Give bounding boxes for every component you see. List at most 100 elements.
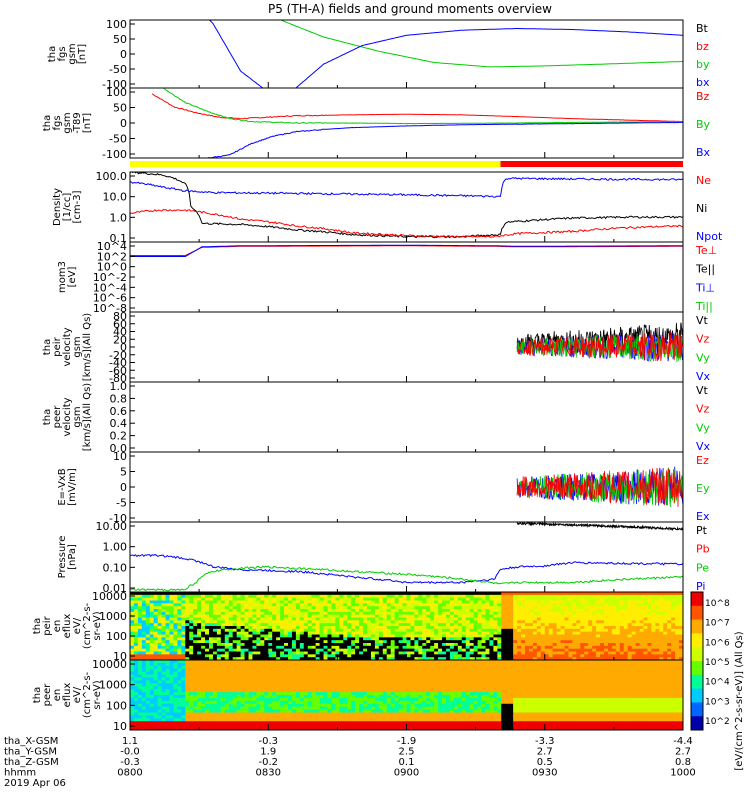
spectrogram-cell — [643, 657, 649, 660]
spectrogram-cell — [228, 686, 234, 690]
spectrogram-cell — [643, 620, 649, 624]
spectrogram-cell — [564, 645, 570, 650]
spectrogram-cell — [540, 620, 546, 624]
spectrogram-cell — [398, 657, 404, 660]
spectrogram-cell — [248, 657, 254, 660]
spectrogram-cell — [165, 609, 171, 613]
spectrogram-cell — [149, 703, 155, 708]
spectrogram-cell — [548, 640, 554, 644]
spectrogram-cell — [351, 600, 356, 604]
spectrogram-cell — [402, 637, 408, 641]
y-axis-label: thafgsgsm[nT] — [47, 43, 88, 64]
spectrogram-cell — [201, 703, 206, 708]
spectrogram-cell — [181, 626, 186, 630]
spectrogram-cell — [133, 600, 139, 604]
spectrogram-cell — [343, 689, 348, 693]
spectrogram-cell — [216, 657, 222, 660]
spectrogram-cell — [367, 623, 372, 627]
spectrogram-cell — [228, 692, 234, 696]
spectrogram-cell — [410, 637, 415, 641]
spectrogram-cell — [505, 600, 510, 604]
spectrogram-cell — [540, 640, 546, 644]
spectrogram-cell — [145, 697, 151, 702]
spectrogram-cell — [588, 597, 593, 602]
spectrogram-cell — [165, 709, 171, 714]
spectrogram-cell — [536, 594, 542, 599]
spectrogram-cell — [299, 651, 305, 655]
spectrogram-cell — [133, 657, 139, 660]
spectrogram-cell — [181, 623, 186, 627]
spectrogram-cell — [544, 592, 550, 596]
spectrogram-cell — [276, 597, 281, 602]
spectrogram-cell — [323, 637, 329, 641]
spectrogram-cell — [205, 692, 210, 696]
spectrogram-cell — [157, 706, 163, 711]
spectrogram-cell — [378, 623, 384, 627]
spectrogram-cell — [611, 648, 617, 653]
spectrogram-cell — [596, 603, 601, 607]
spectrogram-cell — [252, 665, 257, 670]
spectrogram-cell — [592, 614, 597, 619]
spectrogram-cell — [232, 662, 238, 667]
spectrogram-cell — [149, 712, 155, 717]
spectrogram-cell — [442, 609, 447, 613]
spectrogram-cell — [481, 614, 487, 619]
spectrogram-cell — [181, 634, 186, 638]
spectrogram-cell — [284, 692, 289, 696]
spectrogram-cell — [390, 620, 396, 624]
spectrogram-cell — [295, 715, 301, 719]
spectrogram-cell — [560, 611, 566, 616]
spectrogram-cell — [228, 662, 234, 667]
spectrogram-cell — [319, 631, 325, 636]
spectrogram-cell — [568, 626, 573, 630]
spectrogram-cell — [137, 697, 143, 702]
spectrogram-cell — [556, 640, 562, 644]
spectrogram-cell — [209, 611, 214, 616]
spectrogram-cell — [201, 724, 206, 728]
spectrogram-cell — [149, 695, 155, 699]
spectrogram-cell — [276, 643, 281, 647]
spectrogram-cell — [398, 651, 404, 655]
spectrogram-cell — [552, 620, 558, 624]
spectrogram-cell — [280, 668, 285, 673]
spectrogram-cell — [291, 695, 297, 699]
spectrogram-cell — [596, 614, 601, 619]
spectrogram-cell — [169, 617, 175, 621]
spectrogram-cell — [430, 657, 435, 660]
spectrogram-cell — [623, 597, 629, 602]
spectrogram-cell — [145, 692, 151, 696]
spectrogram-cell — [627, 651, 633, 655]
spectrogram-cell — [315, 611, 321, 616]
spectrogram-cell — [402, 592, 408, 596]
spectrogram-cell — [288, 603, 293, 607]
spectrogram-cell — [157, 674, 163, 679]
spectrogram-cell — [165, 617, 171, 621]
spectrogram-cell — [611, 620, 617, 624]
spectrogram-cell — [382, 620, 388, 624]
spectrogram-cell — [189, 648, 194, 653]
spectrogram-cell — [552, 597, 558, 602]
spectrogram-cell — [161, 657, 167, 660]
spectrogram-cell — [145, 668, 151, 673]
spectrogram-cell — [307, 718, 313, 722]
spectrogram-cell — [347, 617, 352, 621]
spectrogram-cell — [596, 654, 601, 658]
spectrogram-cell — [260, 727, 265, 730]
spectrogram-cell — [181, 600, 186, 604]
spectrogram-cell — [205, 697, 210, 702]
legend-entry: By — [696, 118, 711, 131]
spectrogram-cell — [374, 594, 380, 599]
spectrogram-cell — [631, 654, 637, 658]
spectrogram-cell — [671, 617, 676, 621]
spectrogram-cell — [675, 640, 680, 644]
spectrogram-cell — [181, 715, 186, 719]
spectrogram-cell — [236, 631, 242, 636]
spectrogram-cell — [264, 637, 269, 641]
spectrogram-cell — [319, 626, 325, 630]
spectrogram-cell — [378, 640, 384, 644]
spectrogram-cell — [382, 600, 388, 604]
spectrogram-cell — [201, 614, 206, 619]
spectrogram-cell — [153, 620, 159, 624]
spectrogram-cell — [560, 634, 566, 638]
